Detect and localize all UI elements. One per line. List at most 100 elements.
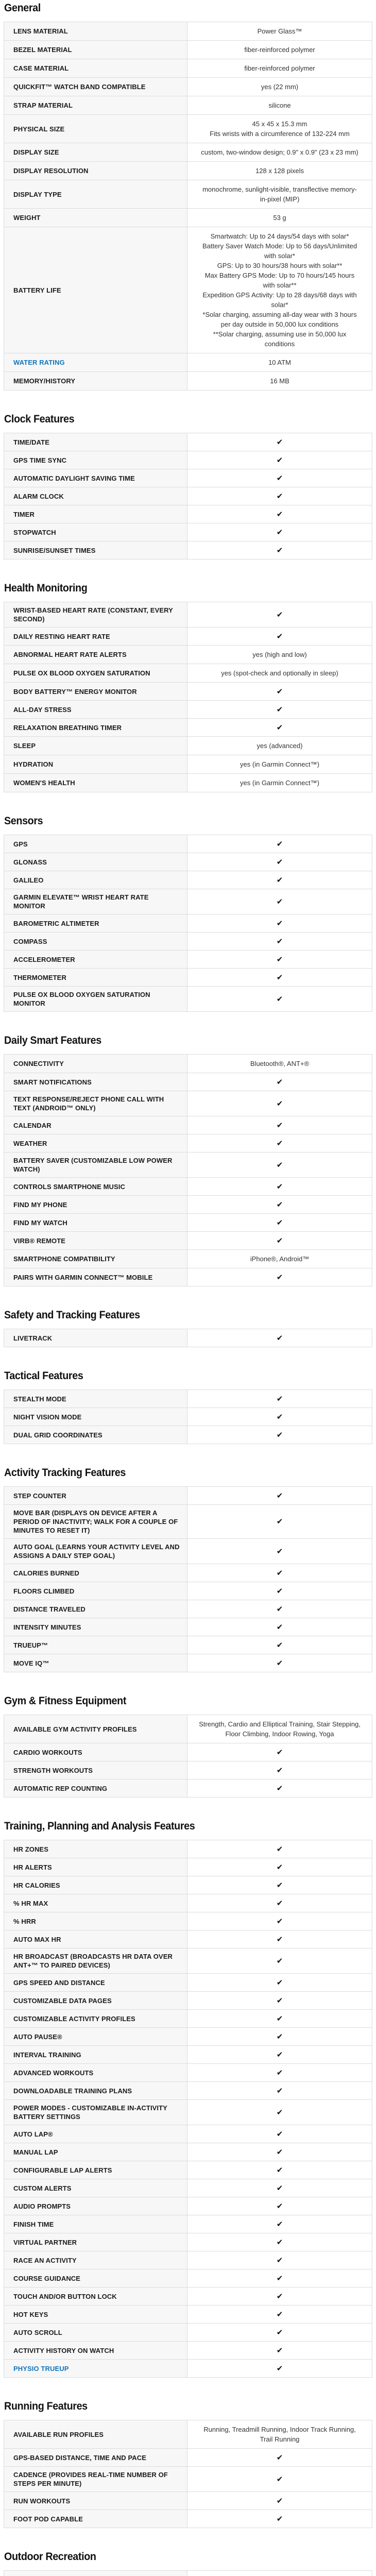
spec-row-value: Running, Treadmill Running, Indoor Track…: [187, 2420, 372, 2448]
checkmark-icon: ✔: [187, 1780, 372, 1797]
spec-row-label: GPS: [4, 835, 187, 853]
spec-row-value: 128 x 128 pixels: [187, 162, 372, 180]
spec-row: CONFIGURABLE LAP ALERTS ✔: [4, 2161, 372, 2179]
checkmark-icon: ✔: [187, 1073, 372, 1091]
checkmark-icon: ✔: [187, 1636, 372, 1654]
spec-row: FIND MY WATCH ✔: [4, 1214, 372, 1232]
checkmark-icon: ✔: [187, 683, 372, 700]
checkmark-icon: ✔: [187, 2028, 372, 2045]
spec-row-label: LIVETRACK: [4, 1329, 187, 1347]
spec-row-value: fiber-reinforced polymer: [187, 59, 372, 77]
checkmark-icon: ✔: [187, 951, 372, 968]
checkmark-icon: ✔: [187, 1840, 372, 1858]
checkmark-icon: ✔: [187, 1930, 372, 1948]
spec-row-label: WEATHER: [4, 1134, 187, 1152]
spec-row: GPS ✔: [4, 835, 372, 853]
spec-row: HR CALORIES ✔: [4, 1876, 372, 1894]
checkmark-icon: ✔: [187, 701, 372, 718]
spec-row-label: LENS MATERIAL: [4, 22, 187, 40]
section-title: Sensors: [4, 815, 43, 827]
checkmark-icon: ✔: [187, 451, 372, 469]
spec-row: TOUCH AND/OR BUTTON LOCK ✔: [4, 2287, 372, 2306]
spec-row-label-link[interactable]: PHYSIO TRUEUP: [4, 2360, 187, 2377]
spec-row: STOPWATCH ✔: [4, 523, 372, 541]
checkmark-icon: ✔: [187, 1390, 372, 1408]
checkmark-icon: ✔: [187, 1487, 372, 1504]
checkmark-icon: ✔: [187, 1178, 372, 1195]
spec-row-label: SMARTPHONE COMPATIBILITY: [4, 1250, 187, 1268]
checkmark-icon: ✔: [187, 487, 372, 505]
checkmark-icon: ✔: [187, 2287, 372, 2305]
spec-row-label: HR CALORIES: [4, 1876, 187, 1894]
spec-row: HR BROADCAST (BROADCASTS HR DATA OVER AN…: [4, 1948, 372, 1974]
checkmark-icon: ✔: [187, 523, 372, 541]
spec-row: SLEEP yes (advanced): [4, 737, 372, 755]
spec-row-label: GPS TIME SYNC: [4, 451, 187, 469]
spec-row: WEIGHT 53 g: [4, 209, 372, 227]
spec-row-label: WRIST-BASED HEART RATE (CONSTANT, EVERY …: [4, 602, 187, 627]
checkmark-icon: ✔: [187, 2100, 372, 2125]
spec-row: AUTOMATIC REP COUNTING ✔: [4, 1780, 372, 1798]
spec-row: AUTO SCROLL ✔: [4, 2324, 372, 2342]
spec-row-value: yes (22 mm): [187, 78, 372, 96]
spec-row-label: CALORIES BURNED: [4, 1564, 187, 1582]
spec-row: HR ALERTS ✔: [4, 1858, 372, 1876]
spec-row-label: CONTROLS SMARTPHONE MUSIC: [4, 1178, 187, 1195]
spec-table: CONNECTIVITY Bluetooth®, ANT+® SMART NOTIF…: [4, 1054, 372, 1286]
spec-row-label: TEXT RESPONSE/REJECT PHONE CALL WITH TEX…: [4, 1091, 187, 1116]
spec-row-label: ALL-DAY STRESS: [4, 701, 187, 718]
spec-row: AUTO PAUSE® ✔: [4, 2028, 372, 2046]
checkmark-icon: ✔: [187, 2342, 372, 2359]
spec-row-label: GALILEO: [4, 871, 187, 889]
spec-row-value: yes (spot-check and optionally in sleep): [187, 664, 372, 682]
checkmark-icon: ✔: [187, 1408, 372, 1426]
spec-row-label: MEMORY/HISTORY: [4, 372, 187, 390]
spec-row: WRIST-BASED HEART RATE (CONSTANT, EVERY …: [4, 602, 372, 628]
spec-row-value: 53 g: [187, 209, 372, 227]
spec-row: LIVETRACK ✔: [4, 1329, 372, 1347]
spec-row-label: HR BROADCAST (BROADCASTS HR DATA OVER AN…: [4, 1948, 187, 1973]
checkmark-icon: ✔: [187, 835, 372, 853]
checkmark-icon: ✔: [187, 2360, 372, 2377]
spec-row: STEALTH MODE ✔: [4, 1390, 372, 1408]
checkmark-icon: ✔: [187, 1876, 372, 1894]
spec-row-label: % HR MAX: [4, 1894, 187, 1912]
spec-row-label-link[interactable]: WATER RATING: [4, 353, 187, 371]
spec-section: Clock Features TIME/DATE ✔ GPS TIME SYNC ✔ AU…: [4, 413, 372, 560]
spec-row: COURSE GUIDANCE ✔: [4, 2269, 372, 2287]
spec-row-value: 16 MB: [187, 372, 372, 390]
spec-row-label: VIRB® REMOTE: [4, 1232, 187, 1249]
checkmark-icon: ✔: [187, 1329, 372, 1347]
checkmark-icon: ✔: [187, 1654, 372, 1672]
spec-row: WEATHER ✔: [4, 1134, 372, 1153]
spec-row-label: STRENGTH WORKOUTS: [4, 1761, 187, 1779]
spec-row: STEP COUNTER ✔: [4, 1487, 372, 1505]
spec-row-label: HOT KEYS: [4, 2306, 187, 2323]
spec-row: RACE AN ACTIVITY ✔: [4, 2251, 372, 2269]
spec-row-label: HYDRATION: [4, 755, 187, 773]
spec-row: FOOT POD CAPABLE ✔: [4, 2510, 372, 2528]
spec-row: % HR MAX ✔: [4, 1894, 372, 1912]
spec-row-label: DISTANCE TRAVELED: [4, 1600, 187, 1618]
spec-row: STRAP MATERIAL silicone: [4, 96, 372, 115]
spec-row: SUNRISE/SUNSET TIMES ✔: [4, 541, 372, 560]
checkmark-icon: ✔: [187, 2082, 372, 2099]
spec-table: HR ZONES ✔ HR ALERTS ✔ HR CALORIES ✔% HR MAX ✔…: [4, 1840, 372, 2378]
checkmark-icon: ✔: [187, 933, 372, 950]
spec-table: TIME/DATE ✔ GPS TIME SYNC ✔ AUTOMATIC DAYLIG…: [4, 433, 372, 560]
spec-row: CADENCE (PROVIDES REAL-TIME NUMBER OF ST…: [4, 2467, 372, 2492]
spec-row-value: Hiking, Climbing, Mountain Biking, Skiin…: [187, 2571, 372, 2576]
spec-row: ALL-DAY STRESS ✔: [4, 701, 372, 719]
checkmark-icon: ✔: [187, 871, 372, 889]
spec-row: WATER RATING 10 ATM: [4, 353, 372, 372]
spec-row-label: AUTO LAP®: [4, 2125, 187, 2143]
spec-table: LENS MATERIAL Power Glass™ BEZEL MATERIAL f…: [4, 22, 372, 391]
spec-row: CARDIO WORKOUTS ✔: [4, 1743, 372, 1761]
spec-row-label: VIRTUAL PARTNER: [4, 2233, 187, 2251]
checkmark-icon: ✔: [187, 2179, 372, 2197]
checkmark-icon: ✔: [187, 1858, 372, 1876]
spec-row-label: RELAXATION BREATHING TIMER: [4, 719, 187, 736]
spec-row-value: yes (high and low): [187, 646, 372, 664]
spec-row: INTERVAL TRAINING ✔: [4, 2046, 372, 2064]
checkmark-icon: ✔: [187, 1894, 372, 1912]
